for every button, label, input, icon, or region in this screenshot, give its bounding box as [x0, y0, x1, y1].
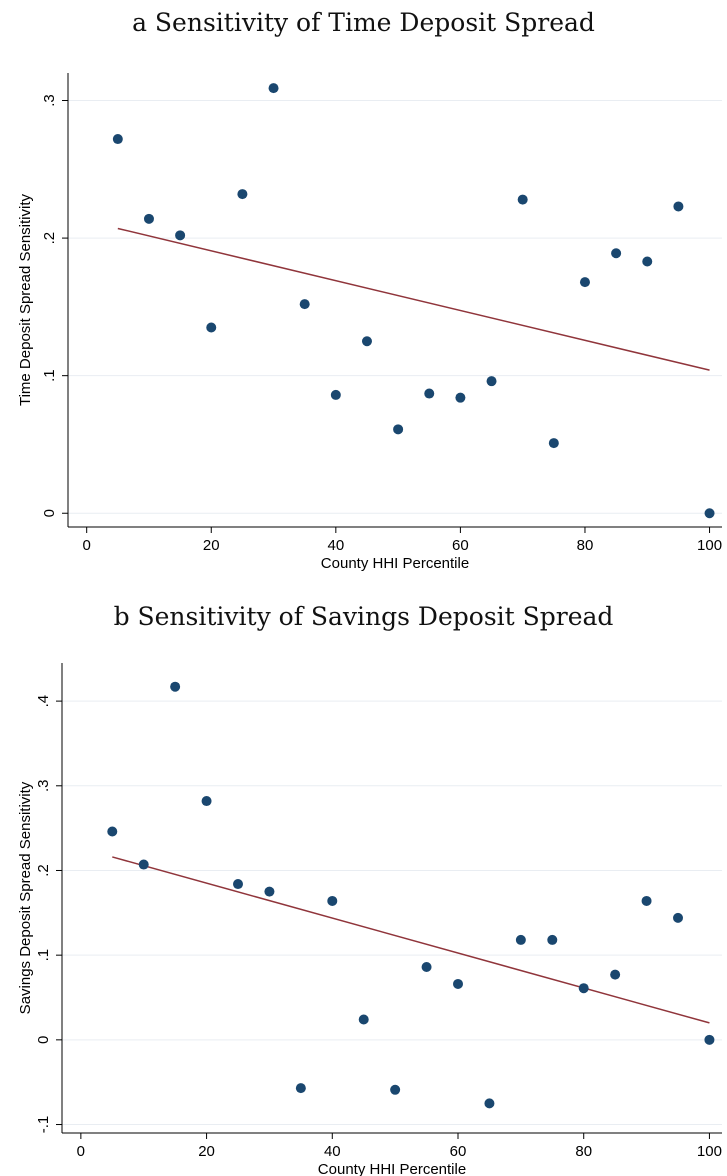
data-point: [268, 83, 279, 94]
data-point: [201, 796, 212, 807]
data-point: [327, 895, 338, 906]
data-point: [453, 978, 463, 989]
fitted-line: [112, 856, 710, 1024]
x-axis-label: County HHI Percentile: [318, 1161, 466, 1176]
data-point: [112, 134, 123, 145]
x-tick-label: 80: [575, 1143, 592, 1160]
data-point: [421, 962, 432, 973]
chart-a-title: a Sensitivity of Time Deposit Spread: [132, 8, 595, 37]
data-point: [390, 1084, 401, 1095]
x-tick-label: 40: [327, 537, 344, 554]
y-axis-label: Time Deposit Spread Sensitivity: [17, 193, 34, 406]
data-point: [138, 859, 149, 870]
data-point: [641, 895, 652, 906]
y-tick-label: .1: [41, 369, 58, 382]
data-point: [206, 322, 217, 333]
x-tick-label: 40: [324, 1143, 341, 1160]
data-point: [548, 438, 559, 449]
data-point: [175, 230, 186, 241]
data-point: [515, 934, 526, 945]
y-tick-label: .1: [35, 949, 52, 962]
y-axis-label: Savings Deposit Spread Sensitivity: [17, 781, 34, 1014]
data-point: [330, 389, 341, 400]
data-point: [610, 969, 621, 980]
data-point: [170, 681, 181, 692]
time-deposit-scatter-chart: 0 .1 .2 .3 0 20 40 60 80 100 County HHI Percentile…: [17, 73, 722, 572]
data-point: [579, 277, 590, 288]
data-point: [578, 983, 589, 994]
x-tick-label: 80: [577, 537, 594, 554]
data-point: [673, 201, 684, 212]
x-tick-label: 0: [83, 537, 91, 554]
y-tick-label: .3: [35, 780, 52, 793]
x-tick-label: 0: [77, 1143, 85, 1160]
savings-deposit-scatter-chart: -.1 0 .1 .2 .3 .4 0 20 40 60 80 100 County HHI Perce…: [17, 663, 722, 1176]
x-tick-label: 100: [697, 537, 722, 554]
y-tick-label: .2: [41, 232, 58, 245]
y-tick-label: .4: [35, 695, 52, 708]
data-point: [107, 826, 118, 837]
data-point: [642, 256, 653, 267]
data-point: [264, 886, 275, 897]
data-point: [424, 388, 435, 399]
x-tick-label: 100: [697, 1143, 722, 1160]
x-axis-label: County HHI Percentile: [321, 555, 469, 572]
data-point: [673, 912, 683, 923]
data-point: [455, 392, 466, 403]
x-tick-label: 20: [203, 537, 220, 554]
data-point: [358, 1014, 369, 1025]
y-tick-label: 0: [41, 509, 58, 517]
data-point: [233, 879, 243, 890]
x-tick-label: 60: [450, 1143, 467, 1160]
data-point: [486, 376, 497, 387]
fitted-line: [117, 227, 710, 371]
data-point: [237, 189, 248, 200]
data-point: [704, 508, 715, 519]
data-point: [704, 1034, 715, 1045]
chart-b-title: b Sensitivity of Savings Deposit Spread: [113, 602, 614, 631]
data-point: [393, 424, 404, 435]
data-point: [517, 194, 528, 205]
data-point: [484, 1098, 495, 1109]
y-tick-label: -.1: [35, 1116, 52, 1134]
data-point: [547, 934, 558, 945]
data-point: [299, 299, 310, 310]
x-tick-label: 20: [198, 1143, 215, 1160]
data-point: [361, 336, 372, 347]
data-point: [143, 213, 154, 224]
data-point: [611, 248, 622, 259]
y-tick-label: .2: [35, 864, 52, 877]
x-tick-label: 60: [452, 537, 469, 554]
y-tick-label: 0: [35, 1036, 52, 1044]
data-point: [295, 1083, 306, 1094]
y-tick-label: .3: [41, 94, 58, 107]
